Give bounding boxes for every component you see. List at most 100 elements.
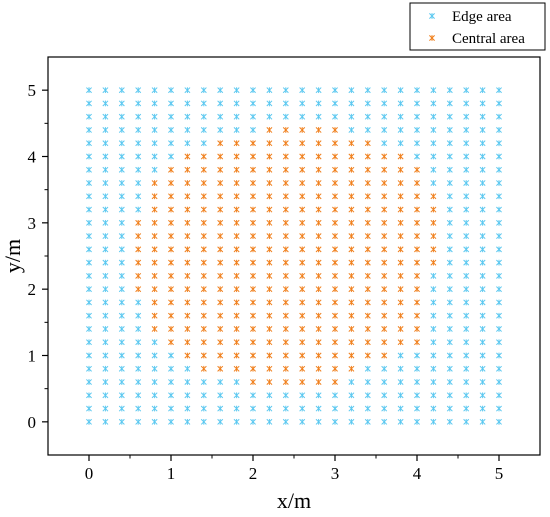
central-area-point	[332, 219, 338, 226]
central-area-point	[266, 127, 273, 133]
edge-area-point	[479, 100, 486, 107]
edge-area-point	[135, 140, 142, 147]
central-area-point	[200, 193, 207, 200]
edge-area-point	[266, 87, 273, 94]
central-area-point	[414, 259, 420, 266]
central-area-point	[184, 272, 191, 279]
edge-area-point	[446, 113, 453, 120]
edge-area-point	[496, 153, 502, 160]
central-area-point	[299, 326, 306, 332]
edge-area-point	[332, 87, 338, 94]
edge-area-point	[463, 113, 470, 120]
central-area-point	[168, 312, 174, 319]
edge-area-point	[479, 140, 486, 147]
central-area-point	[250, 272, 256, 279]
central-area-point	[430, 259, 437, 266]
edge-area-point	[381, 418, 388, 425]
central-area-point	[250, 140, 256, 147]
edge-area-point	[266, 100, 273, 107]
central-area-point	[332, 153, 338, 160]
edge-area-point	[118, 246, 125, 253]
y-tick-label: 3	[28, 214, 37, 233]
edge-area-point	[118, 339, 125, 346]
central-area-point	[364, 206, 371, 213]
edge-area-point	[151, 379, 158, 385]
labels-layer: 0 1 2 3 4 5 0 1 2 3 4 5	[28, 81, 504, 483]
edge-area-point	[446, 219, 453, 226]
edge-area-point	[446, 418, 453, 425]
edge-area-point	[135, 100, 142, 107]
edge-area-point	[135, 379, 142, 385]
edge-area-point	[496, 365, 502, 372]
central-area-point	[381, 326, 388, 332]
edge-area-point	[463, 286, 470, 293]
central-area-point	[266, 166, 273, 173]
edge-area-point	[463, 153, 470, 160]
edge-area-point	[430, 87, 437, 94]
central-area-point	[397, 153, 404, 160]
edge-area-point	[463, 299, 470, 306]
central-area-point	[282, 233, 289, 240]
edge-area-point	[86, 352, 92, 359]
edge-area-point	[364, 405, 371, 412]
edge-area-point	[463, 127, 470, 133]
central-area-point	[348, 352, 355, 359]
central-area-point	[151, 219, 158, 226]
central-area-point	[381, 206, 388, 213]
central-area-point	[266, 246, 273, 253]
central-area-point	[364, 233, 371, 240]
central-area-point	[184, 153, 191, 160]
central-area-point	[200, 339, 207, 346]
edge-area-point	[479, 312, 486, 319]
central-area-point	[397, 206, 404, 213]
central-area-point	[200, 259, 207, 266]
edge-area-point	[381, 100, 388, 107]
edge-area-point	[118, 352, 125, 359]
central-area-point	[364, 326, 371, 332]
central-area-point	[299, 153, 306, 160]
central-area-point	[151, 326, 158, 332]
central-area-point	[332, 379, 338, 385]
edge-area-point	[217, 418, 224, 425]
central-area-point	[168, 326, 174, 332]
central-area-point	[299, 166, 306, 173]
central-area-point	[266, 259, 273, 266]
edge-area-point	[496, 405, 502, 412]
edge-area-point	[86, 140, 92, 147]
edge-area-point	[414, 352, 420, 359]
edge-area-point	[102, 405, 109, 412]
central-area-point	[135, 219, 142, 226]
central-area-point	[414, 286, 420, 293]
central-area-point	[315, 326, 322, 332]
central-area-point	[315, 193, 322, 200]
edge-area-point	[479, 166, 486, 173]
edge-area-point	[463, 180, 470, 186]
edge-area-point	[151, 392, 158, 399]
edge-area-point	[299, 100, 306, 107]
edge-area-point	[463, 140, 470, 147]
central-area-point	[217, 352, 224, 359]
central-area-point	[381, 352, 388, 359]
central-area-point	[348, 166, 355, 173]
central-area-point	[233, 286, 240, 293]
edge-area-point	[446, 166, 453, 173]
edge-area-point	[332, 100, 338, 107]
central-area-point	[217, 180, 224, 186]
edge-area-point	[168, 153, 174, 160]
edge-area-point	[299, 392, 306, 399]
edge-area-point	[118, 405, 125, 412]
central-area-point	[184, 219, 191, 226]
edge-area-point	[250, 127, 256, 133]
central-area-point	[332, 246, 338, 253]
edge-area-point	[118, 418, 125, 425]
legend-marker	[429, 13, 435, 19]
edge-area-point	[446, 392, 453, 399]
edge-area-point	[479, 233, 486, 240]
edge-area-point	[86, 113, 92, 120]
edge-area-point	[151, 365, 158, 372]
edge-area-point	[168, 405, 174, 412]
edge-area-point	[266, 113, 273, 120]
edge-area-point	[430, 272, 437, 279]
edge-area-point	[315, 113, 322, 120]
